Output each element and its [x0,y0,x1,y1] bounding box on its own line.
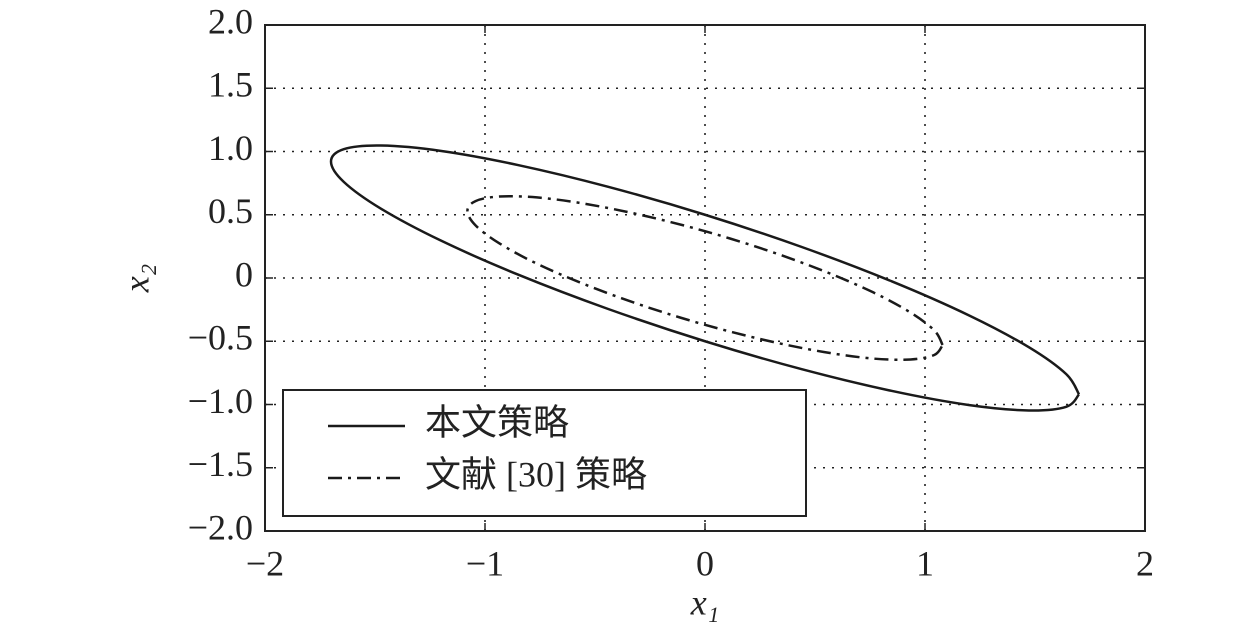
y-tick-label: −1.5 [188,444,253,484]
legend-box [282,389,807,517]
x-tick-label: 2 [1136,543,1154,583]
legend-label: 本文策略 [425,402,569,442]
y-tick-label: 1.5 [208,65,253,105]
y-tick-label: 2.0 [208,1,253,41]
y-tick-label: 0 [235,254,253,294]
series-line [466,194,944,362]
y-axis-label: x₂ [116,264,156,294]
y-tick-label: −0.5 [188,318,253,358]
x-tick-label: −1 [466,543,504,583]
y-tick-label: 0.5 [208,191,253,231]
x-tick-label: −2 [246,543,284,583]
series-line [329,144,1081,412]
x-tick-label: 0 [696,543,714,583]
plot-frame [264,24,1146,532]
y-tick-label: −1.0 [188,381,253,421]
y-tick-label: −2.0 [188,507,253,547]
x-axis-label: x₁ [690,582,720,622]
legend-label: 文献 [30] 策略 [425,454,647,494]
x-tick-label: 1 [916,543,934,583]
y-tick-label: 1.0 [208,128,253,168]
